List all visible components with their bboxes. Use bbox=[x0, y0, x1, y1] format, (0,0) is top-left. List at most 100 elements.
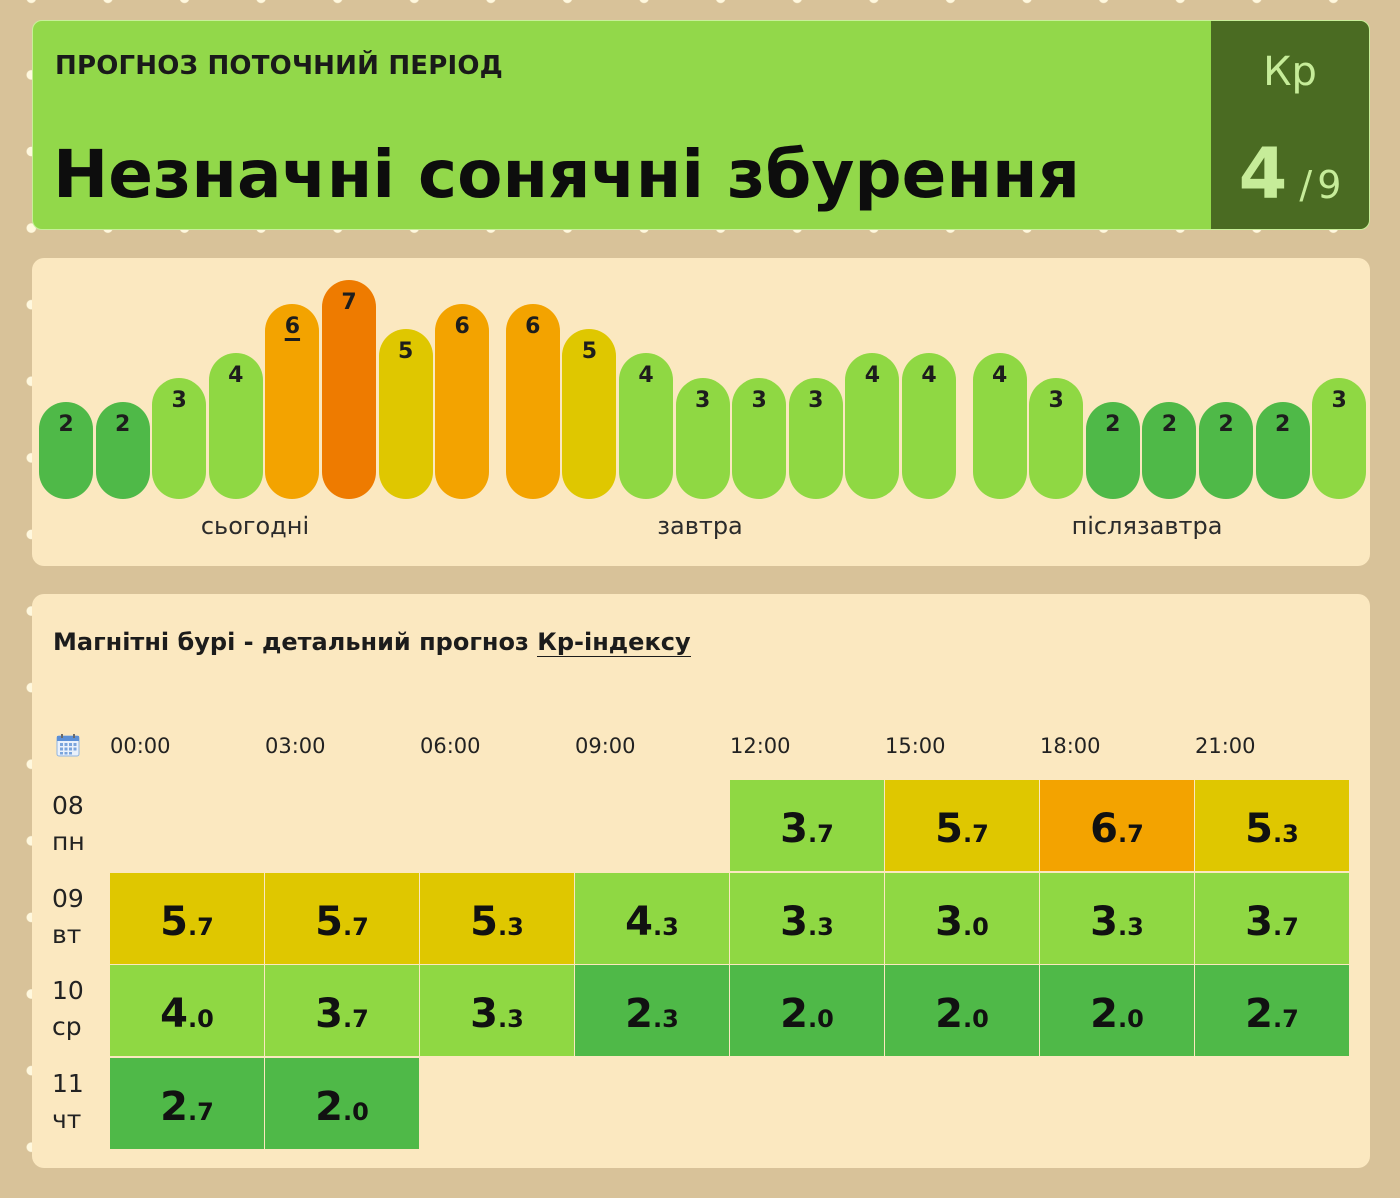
kp-cell-value: 2.0 bbox=[730, 991, 884, 1037]
kp-bar: 6 bbox=[435, 304, 490, 499]
kp-index-link[interactable]: Кр-індексу bbox=[537, 628, 691, 657]
day-label-day-after: післязавтра bbox=[1071, 512, 1223, 540]
kp-cell-integer: 2 bbox=[315, 1083, 343, 1130]
kp-bar: 2 bbox=[95, 402, 150, 499]
row-date: 10 bbox=[52, 976, 84, 1005]
kp-cell-value: 3.3 bbox=[420, 991, 574, 1037]
kp-cell: 3.0 bbox=[885, 872, 1039, 964]
kp-cell: 2.0 bbox=[265, 1057, 419, 1149]
kp-bar: 3 bbox=[788, 377, 843, 499]
kp-bar-label: 3 bbox=[171, 387, 187, 413]
kp-cell-value: 3.3 bbox=[730, 899, 884, 945]
kp-cell-decimal: .0 bbox=[188, 1005, 214, 1033]
time-column-header: 06:00 bbox=[420, 734, 481, 758]
kp-max: 9 bbox=[1317, 163, 1342, 207]
kp-bar-label: 5 bbox=[397, 338, 414, 364]
kp-cell: 2.0 bbox=[1040, 965, 1194, 1056]
kp-cell-value: 3.7 bbox=[730, 806, 884, 852]
kp-bar-label: 2 bbox=[58, 412, 74, 437]
kp-cell: 3.7 bbox=[1195, 872, 1349, 964]
row-weekday: ср bbox=[52, 1012, 82, 1041]
kp-cell-decimal: .0 bbox=[963, 1005, 989, 1033]
kp-label: Кр bbox=[1263, 49, 1317, 95]
kp-cell-decimal: .3 bbox=[653, 912, 679, 941]
kp-cell-value: 2.0 bbox=[885, 991, 1039, 1037]
kp-bar-label: 3 bbox=[694, 387, 711, 413]
kp-bars-panel: сьогодні завтра післязавтра 2 2 3 4 6 7 5 6 6 5 4 3… bbox=[32, 258, 1370, 566]
kp-cell-decimal: .3 bbox=[1273, 820, 1299, 848]
kp-cell-integer: 5 bbox=[315, 898, 343, 945]
kp-cell: 2.7 bbox=[1195, 965, 1349, 1056]
kp-cell-integer: 2 bbox=[1245, 991, 1273, 1037]
kp-cell-integer: 5 bbox=[1245, 806, 1273, 852]
kp-cell-integer: 5 bbox=[935, 806, 963, 852]
time-column-header: 18:00 bbox=[1040, 734, 1101, 758]
time-column-header: 03:00 bbox=[265, 734, 326, 758]
kp-bar: 2 bbox=[39, 402, 93, 499]
time-column-header: 15:00 bbox=[885, 734, 946, 758]
kp-cell-decimal: .3 bbox=[1118, 912, 1144, 941]
kp-cell-decimal: .3 bbox=[498, 912, 524, 941]
kp-bar-label: 7 bbox=[341, 289, 357, 315]
row-date: 11 bbox=[52, 1068, 84, 1098]
kp-cell-decimal: .7 bbox=[1118, 820, 1144, 848]
kp-cell-decimal: .3 bbox=[808, 912, 834, 941]
kp-cell-decimal: .7 bbox=[343, 1005, 369, 1033]
kp-cell: 3.3 bbox=[1040, 872, 1194, 964]
table-title-text: Магнітні бурі - детальний прогноз bbox=[53, 628, 538, 656]
kp-cell-decimal: .7 bbox=[1273, 1005, 1299, 1033]
kp-bar-label: 2 bbox=[1105, 412, 1121, 437]
kp-cell-integer: 2 bbox=[935, 991, 963, 1037]
kp-cell-integer: 3 bbox=[1090, 898, 1118, 945]
time-column-header: 12:00 bbox=[730, 734, 791, 758]
row-weekday: вт bbox=[52, 919, 82, 949]
kp-bar-label: 3 bbox=[751, 387, 767, 413]
kp-cell-integer: 2 bbox=[160, 1083, 188, 1130]
time-column-header: 09:00 bbox=[575, 734, 636, 758]
row-date-label: 10 ср bbox=[52, 973, 96, 1045]
kp-cell: 3.7 bbox=[265, 965, 419, 1056]
kp-cell-integer: 6 bbox=[1090, 806, 1118, 852]
kp-bar-label: 3 bbox=[808, 387, 824, 413]
kp-cell-integer: 4 bbox=[160, 991, 188, 1037]
kp-cell-integer: 3 bbox=[935, 898, 963, 945]
kp-cell-value: 5.7 bbox=[110, 899, 264, 945]
kp-cell: 5.3 bbox=[1195, 780, 1349, 871]
kp-cell-integer: 3 bbox=[780, 806, 808, 852]
calendar-icon bbox=[56, 734, 80, 757]
kp-bar: 7 bbox=[322, 279, 376, 499]
kp-bar-label: 6 bbox=[284, 314, 301, 339]
kp-bar: 4 bbox=[845, 353, 900, 499]
kp-cell-value: 5.7 bbox=[265, 899, 419, 945]
kp-cell-value: 3.3 bbox=[1040, 899, 1194, 945]
forecast-title: Незначні сонячні збурення bbox=[53, 136, 1080, 213]
kp-cell-integer: 3 bbox=[1245, 898, 1273, 945]
kp-bar: 4 bbox=[972, 353, 1027, 499]
kp-bar: 4 bbox=[619, 353, 673, 499]
kp-cell-decimal: .3 bbox=[653, 1005, 679, 1033]
kp-cell: 5.7 bbox=[885, 780, 1039, 871]
kp-current-box: Кр 4/ 9 bbox=[1211, 21, 1369, 229]
kp-bar-label: 4 bbox=[864, 363, 881, 388]
kp-cell-decimal: .0 bbox=[963, 912, 989, 941]
kp-cell-value: 2.7 bbox=[110, 1084, 264, 1130]
kp-cell-decimal: .7 bbox=[188, 912, 214, 941]
forecast-period-label: ПРОГНОЗ ПОТОЧНИЙ ПЕРІОД bbox=[55, 51, 504, 81]
kp-bar: 2 bbox=[1199, 402, 1253, 499]
kp-bar-label: 3 bbox=[1331, 387, 1347, 413]
row-date-label: 09 вт bbox=[52, 881, 96, 953]
kp-cell-value: 2.7 bbox=[1195, 991, 1349, 1037]
kp-bar-label: 5 bbox=[581, 338, 598, 364]
kp-cell-value: 3.7 bbox=[1195, 899, 1349, 945]
kp-bar: 5 bbox=[378, 328, 433, 499]
kp-cell-value: 2.3 bbox=[575, 991, 729, 1037]
kp-cell-decimal: .0 bbox=[808, 1005, 834, 1033]
kp-bar-label: 4 bbox=[921, 363, 937, 388]
kp-cell-value: 6.7 bbox=[1040, 806, 1194, 852]
kp-cell: 2.0 bbox=[885, 965, 1039, 1056]
kp-cell-decimal: .7 bbox=[343, 912, 369, 941]
kp-bar-label: 6 bbox=[525, 314, 541, 339]
kp-bar-label: 2 bbox=[1218, 412, 1234, 437]
kp-cell-decimal: .7 bbox=[188, 1097, 214, 1126]
kp-cell-integer: 4 bbox=[625, 898, 653, 945]
